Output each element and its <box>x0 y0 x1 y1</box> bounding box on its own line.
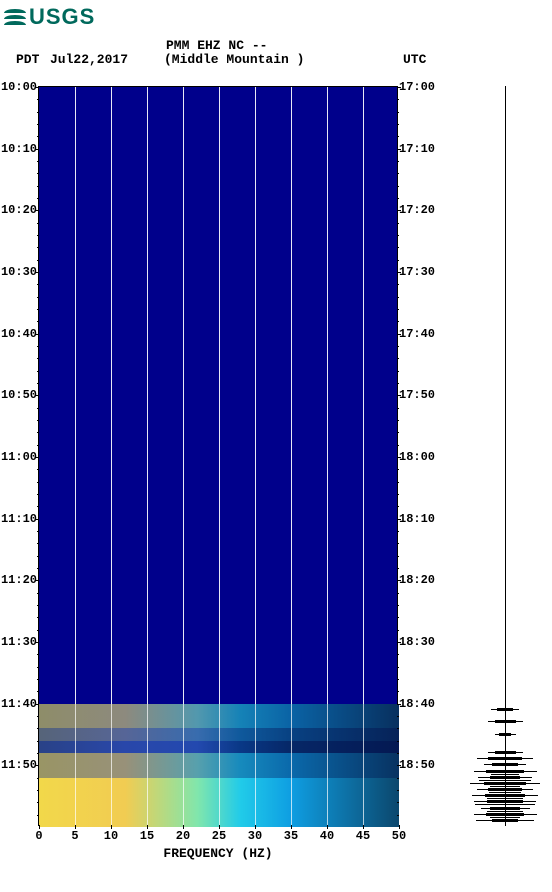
y-tick-right: 18:10 <box>397 512 435 526</box>
y-tick-right: 17:40 <box>397 327 435 341</box>
station-title: PMM EHZ NC -- <box>166 38 267 53</box>
y-tick-right: 17:10 <box>397 142 435 156</box>
gridline <box>363 87 364 825</box>
usgs-logo: USGS <box>4 4 95 30</box>
tz-left-label: PDT <box>16 52 39 67</box>
spectrogram-plot: 10:0017:0010:1017:1010:2017:2010:3017:30… <box>38 86 398 826</box>
gridline <box>291 87 292 825</box>
y-tick-right: 17:00 <box>397 80 435 94</box>
y-tick-left: 11:00 <box>1 450 39 464</box>
y-tick-right: 18:20 <box>397 573 435 587</box>
y-tick-left: 11:40 <box>1 697 39 711</box>
gridline <box>183 87 184 825</box>
y-tick-right: 18:30 <box>397 635 435 649</box>
y-tick-right: 18:50 <box>397 758 435 772</box>
y-tick-left: 10:30 <box>1 265 39 279</box>
station-subtitle: (Middle Mountain ) <box>164 52 304 67</box>
y-tick-left: 10:10 <box>1 142 39 156</box>
waveform-plot <box>470 86 540 826</box>
y-tick-left: 10:00 <box>1 80 39 94</box>
waveform-axis <box>505 86 506 826</box>
y-tick-right: 17:50 <box>397 388 435 402</box>
y-tick-left: 10:20 <box>1 203 39 217</box>
y-tick-left: 11:30 <box>1 635 39 649</box>
wave-icon <box>4 8 26 26</box>
gridline <box>327 87 328 825</box>
y-tick-right: 17:20 <box>397 203 435 217</box>
tz-right-label: UTC <box>403 52 426 67</box>
gridline <box>255 87 256 825</box>
y-tick-right: 17:30 <box>397 265 435 279</box>
y-tick-left: 11:10 <box>1 512 39 526</box>
gridline <box>219 87 220 825</box>
y-tick-left: 10:40 <box>1 327 39 341</box>
x-axis-label: FREQUENCY (HZ) <box>38 846 398 861</box>
gridline <box>147 87 148 825</box>
date-label: Jul22,2017 <box>50 52 128 67</box>
y-tick-left: 10:50 <box>1 388 39 402</box>
y-tick-right: 18:00 <box>397 450 435 464</box>
y-tick-right: 18:40 <box>397 697 435 711</box>
y-tick-left: 11:50 <box>1 758 39 772</box>
logo-text: USGS <box>29 4 95 30</box>
y-tick-left: 11:20 <box>1 573 39 587</box>
gridline <box>111 87 112 825</box>
gridline <box>75 87 76 825</box>
